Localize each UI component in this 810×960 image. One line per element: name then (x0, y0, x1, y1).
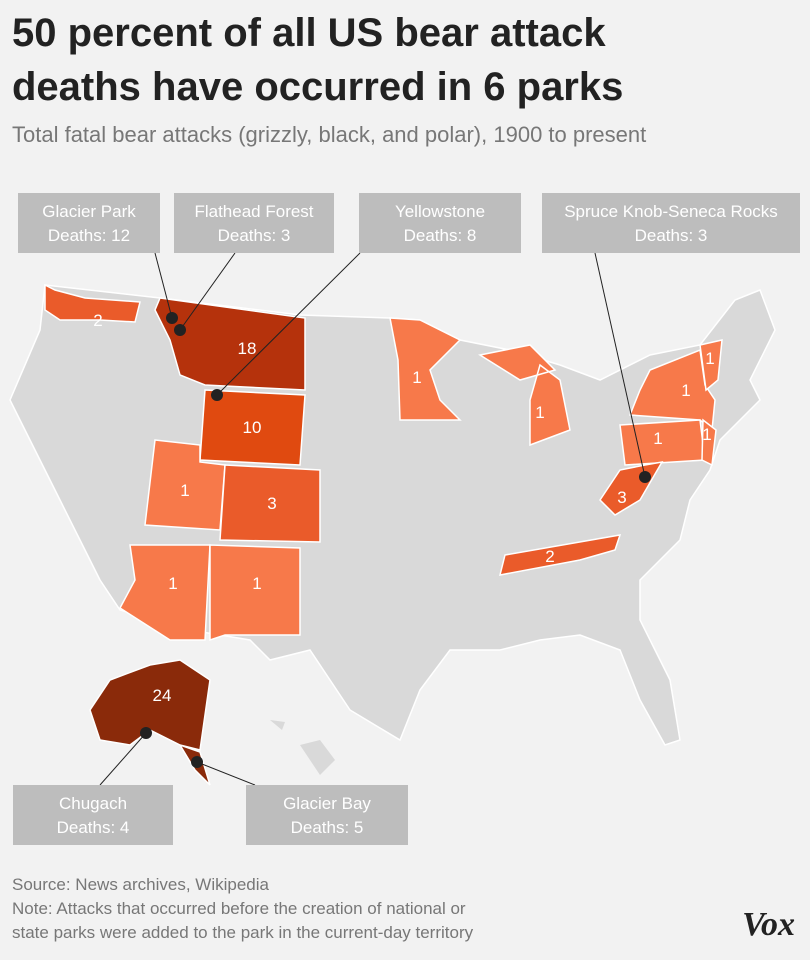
callout-box (542, 193, 800, 253)
subtitle: Total fatal bear attacks (grizzly, black… (12, 122, 646, 147)
note: Note: Attacks that occurred before the c… (12, 899, 466, 918)
region-label: 3 (617, 488, 626, 507)
region (44, 283, 141, 323)
park-dot (211, 389, 223, 401)
region (498, 534, 622, 576)
callout-box (359, 193, 521, 253)
land (270, 720, 335, 775)
park-deaths: Deaths: 12 (48, 226, 130, 245)
leader-line (216, 252, 361, 396)
region (699, 339, 723, 392)
leader-line (154, 252, 173, 319)
leader-line (99, 732, 147, 786)
park-deaths: Deaths: 8 (404, 226, 477, 245)
callouts: Glacier Park Deaths: 12 Flathead Forest Dea… (13, 193, 800, 845)
region (209, 544, 301, 642)
park-dot (140, 727, 152, 739)
park-name: Spruce Knob-Seneca Rocks (564, 202, 778, 221)
region-label: 24 (153, 686, 172, 705)
callout-box (13, 785, 173, 845)
region-label: 1 (252, 574, 261, 593)
region-label: 2 (93, 311, 102, 330)
region-label: 1 (702, 425, 711, 444)
park-name: Flathead Forest (194, 202, 313, 221)
region-label: 3 (267, 494, 276, 513)
leader-line (196, 761, 256, 786)
region-label: 10 (243, 418, 262, 437)
region (219, 464, 321, 543)
park-deaths: Deaths: 4 (57, 818, 130, 837)
region (199, 389, 306, 466)
region-label: 1 (168, 574, 177, 593)
region-label: 1 (681, 381, 690, 400)
note: state parks were added to the park in th… (12, 923, 474, 942)
title: 50 percent of all US bear attack (12, 11, 606, 55)
callout-box (174, 193, 334, 253)
region-label: 1 (653, 429, 662, 448)
park-name: Chugach (59, 794, 127, 813)
park-name: Yellowstone (395, 202, 485, 221)
park-dot (174, 324, 186, 336)
leader-line (179, 252, 236, 331)
park-deaths: Deaths: 3 (218, 226, 291, 245)
region-label: 1 (180, 481, 189, 500)
region-label: 1 (705, 349, 714, 368)
region-label: 1 (535, 403, 544, 422)
park-dot (166, 312, 178, 324)
region-label: 18 (238, 339, 257, 358)
logo: Vox (742, 906, 795, 943)
region (389, 317, 462, 421)
park-deaths: Deaths: 3 (635, 226, 708, 245)
callout-box (246, 785, 408, 845)
park-dot (191, 756, 203, 768)
park-name: Glacier Bay (283, 794, 371, 813)
leader-line (594, 252, 646, 478)
region-label: 1 (412, 368, 421, 387)
park-name: Glacier Park (42, 202, 136, 221)
region (89, 659, 211, 786)
region-label: 2 (545, 547, 554, 566)
region (154, 297, 306, 391)
region (701, 418, 717, 467)
park-dot (639, 471, 651, 483)
park-deaths: Deaths: 5 (291, 818, 364, 837)
source: Source: News archives, Wikipedia (12, 875, 270, 894)
title: deaths have occurred in 6 parks (12, 65, 623, 109)
callout-box (18, 193, 160, 253)
region (478, 344, 571, 447)
